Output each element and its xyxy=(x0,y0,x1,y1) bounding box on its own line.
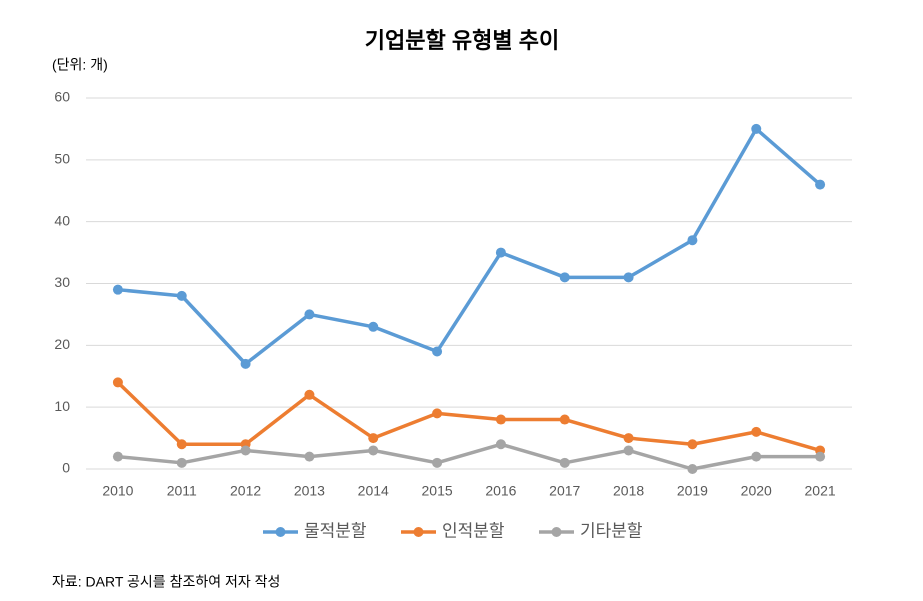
data-point xyxy=(240,358,251,369)
data-point xyxy=(623,445,634,456)
x-tick-label: 2014 xyxy=(358,483,389,499)
x-tick-label: 2015 xyxy=(422,483,453,499)
series-line xyxy=(117,127,822,366)
data-point xyxy=(368,321,379,332)
data-point xyxy=(432,408,443,419)
data-point xyxy=(623,272,634,283)
data-point xyxy=(368,445,379,456)
y-tick-label: 20 xyxy=(54,336,70,352)
data-point xyxy=(112,451,123,462)
data-point xyxy=(304,309,315,320)
data-point xyxy=(176,439,187,450)
data-point xyxy=(751,451,762,462)
legend-marker xyxy=(413,527,424,537)
x-tick-label: 2011 xyxy=(167,483,197,499)
data-point xyxy=(559,457,570,468)
x-tick-label: 2017 xyxy=(549,483,580,499)
x-tick-label: 2021 xyxy=(805,483,836,499)
chart-title: 기업분할 유형별 추이 xyxy=(365,28,559,53)
data-point xyxy=(495,414,506,425)
y-tick-label: 30 xyxy=(54,274,70,290)
y-tick-label: 40 xyxy=(54,212,70,228)
data-point xyxy=(112,284,123,295)
legend-marker xyxy=(275,527,286,537)
series-line xyxy=(117,442,821,471)
data-point xyxy=(623,433,634,444)
data-point xyxy=(304,451,315,462)
data-point xyxy=(304,389,315,400)
data-point xyxy=(751,426,762,437)
legend-label: 인적분할 xyxy=(442,521,505,540)
legend-label: 기타분할 xyxy=(580,521,643,540)
data-point xyxy=(559,414,570,425)
data-point xyxy=(432,346,443,357)
data-point xyxy=(112,377,123,388)
data-point xyxy=(815,179,826,190)
data-point xyxy=(559,272,570,283)
legend-label: 물적분할 xyxy=(304,521,367,540)
unit-note: (단위: 개) xyxy=(52,57,108,73)
x-tick-label: 2019 xyxy=(677,483,708,499)
data-point xyxy=(495,247,506,258)
y-tick-label: 10 xyxy=(54,398,70,414)
x-tick-label: 2012 xyxy=(230,483,261,499)
data-point xyxy=(687,235,698,246)
y-tick-label: 0 xyxy=(62,460,70,476)
x-tick-label: 2010 xyxy=(102,483,133,499)
series-line xyxy=(116,381,821,453)
data-point xyxy=(432,457,443,468)
legend-marker xyxy=(551,527,562,537)
data-point xyxy=(240,445,251,456)
data-point xyxy=(495,439,506,450)
data-point xyxy=(176,457,187,468)
data-point xyxy=(687,439,698,450)
x-tick-label: 2016 xyxy=(485,483,516,499)
data-point xyxy=(751,123,762,134)
y-tick-label: 60 xyxy=(54,89,70,105)
data-point xyxy=(368,433,379,444)
data-point xyxy=(815,451,826,462)
y-tick-label: 50 xyxy=(54,151,70,167)
source-note: 자료: DART 공시를 참조하여 저자 작성 xyxy=(52,574,280,590)
x-tick-label: 2018 xyxy=(613,483,644,499)
data-point xyxy=(687,464,698,474)
x-tick-label: 2020 xyxy=(741,483,772,499)
x-tick-label: 2013 xyxy=(294,483,325,499)
data-point xyxy=(176,290,187,301)
